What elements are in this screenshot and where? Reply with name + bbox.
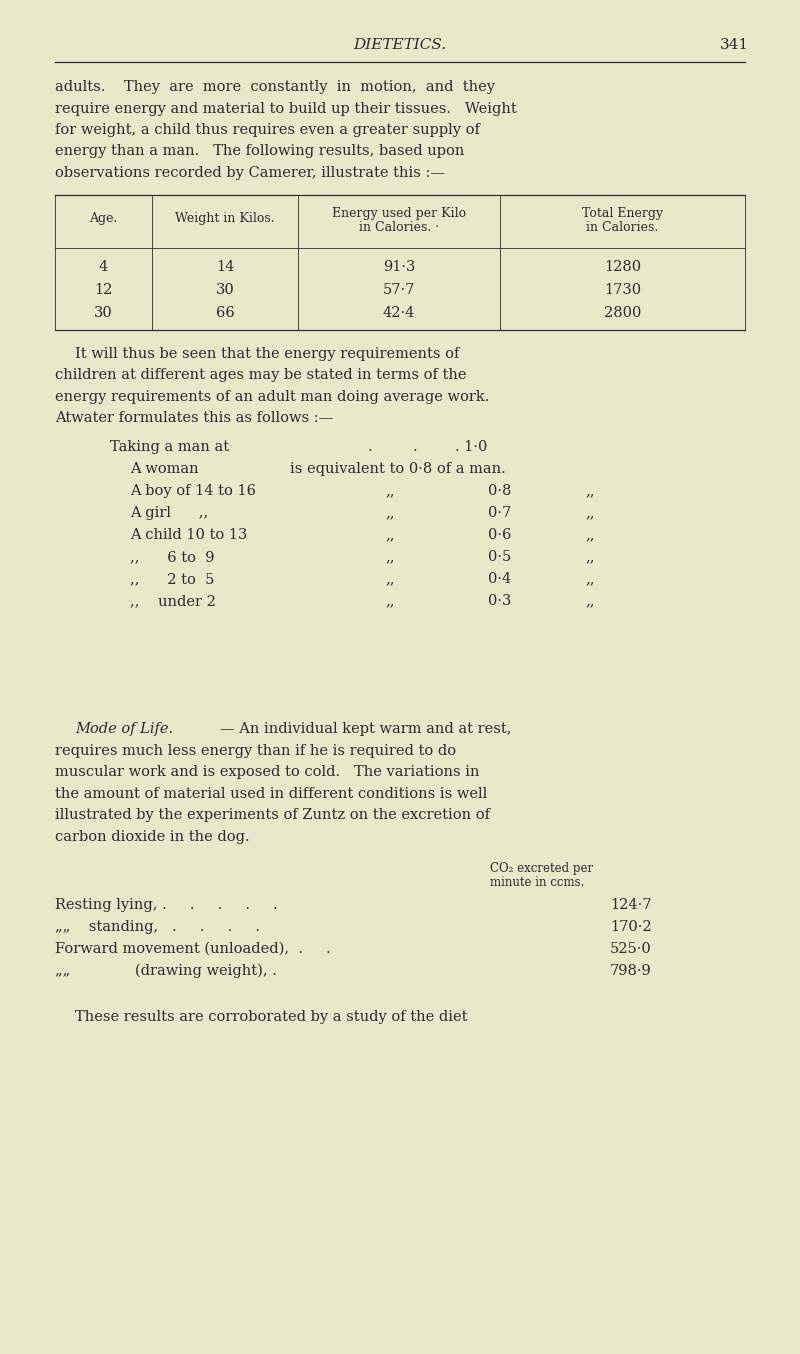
Text: 0·6: 0·6 xyxy=(488,528,512,542)
Text: ,,      6 to  9: ,, 6 to 9 xyxy=(130,550,214,565)
Text: 1280: 1280 xyxy=(604,260,641,274)
Text: 66: 66 xyxy=(216,306,234,320)
Text: 14: 14 xyxy=(216,260,234,274)
Text: 30: 30 xyxy=(94,306,113,320)
Text: Atwater formulates this as follows :—: Atwater formulates this as follows :— xyxy=(55,412,334,425)
Text: Taking a man at: Taking a man at xyxy=(110,440,229,454)
Text: ,,: ,, xyxy=(386,528,394,542)
Text: ,,: ,, xyxy=(386,550,394,565)
Text: „„              (drawing weight), .: „„ (drawing weight), . xyxy=(55,964,277,979)
Text: Weight in Kilos.: Weight in Kilos. xyxy=(175,213,275,225)
Text: .: . xyxy=(368,440,372,454)
Text: ,,: ,, xyxy=(586,571,594,586)
Text: CO₂ excreted per: CO₂ excreted per xyxy=(490,862,593,875)
Text: ,,: ,, xyxy=(586,483,594,498)
Text: 0·4: 0·4 xyxy=(488,571,512,586)
Text: Forward movement (unloaded),  .     .: Forward movement (unloaded), . . xyxy=(55,942,330,956)
Text: children at different ages may be stated in terms of the: children at different ages may be stated… xyxy=(55,368,466,382)
Text: Total Energy: Total Energy xyxy=(582,207,663,219)
Text: Mode of Life.: Mode of Life. xyxy=(75,722,173,737)
Text: for weight, a child thus requires even a greater supply of: for weight, a child thus requires even a… xyxy=(55,123,480,137)
Text: require energy and material to build up their tissues.   Weight: require energy and material to build up … xyxy=(55,102,517,115)
Text: ,,: ,, xyxy=(386,483,394,498)
Text: A child 10 to 13: A child 10 to 13 xyxy=(130,528,247,542)
Text: .: . xyxy=(413,440,418,454)
Text: 0·8: 0·8 xyxy=(488,483,512,498)
Text: observations recorded by Camerer, illustrate this :—: observations recorded by Camerer, illust… xyxy=(55,167,445,180)
Text: requires much less energy than if he is required to do: requires much less energy than if he is … xyxy=(55,743,456,757)
Text: It will thus be seen that the energy requirements of: It will thus be seen that the energy req… xyxy=(75,347,459,362)
Text: ,,: ,, xyxy=(386,506,394,520)
Text: ,,: ,, xyxy=(386,594,394,608)
Text: ,,: ,, xyxy=(386,571,394,586)
Text: Age.: Age. xyxy=(90,213,118,225)
Text: 42·4: 42·4 xyxy=(383,306,415,320)
Text: is equivalent to 0·8 of a man.: is equivalent to 0·8 of a man. xyxy=(290,462,506,477)
Text: Resting lying, .     .     .     .     .: Resting lying, . . . . . xyxy=(55,898,278,913)
Text: A girl      ,,: A girl ,, xyxy=(130,506,208,520)
Text: muscular work and is exposed to cold.   The variations in: muscular work and is exposed to cold. Th… xyxy=(55,765,479,779)
Text: 0·5: 0·5 xyxy=(488,550,512,565)
Text: ,,: ,, xyxy=(586,550,594,565)
Text: 124·7: 124·7 xyxy=(610,898,651,913)
Text: 0·7: 0·7 xyxy=(488,506,512,520)
Text: 2800: 2800 xyxy=(604,306,641,320)
Text: . 1·0: . 1·0 xyxy=(455,440,487,454)
Text: in Calories.: in Calories. xyxy=(586,221,658,234)
Text: ,,: ,, xyxy=(586,528,594,542)
Text: the amount of material used in different conditions is well: the amount of material used in different… xyxy=(55,787,487,800)
Text: ,,: ,, xyxy=(586,594,594,608)
Text: — An individual kept warm and at rest,: — An individual kept warm and at rest, xyxy=(220,722,511,737)
Text: 1730: 1730 xyxy=(604,283,641,297)
Text: DIETETICS.: DIETETICS. xyxy=(354,38,446,51)
Text: ,,      2 to  5: ,, 2 to 5 xyxy=(130,571,214,586)
Text: A boy of 14 to 16: A boy of 14 to 16 xyxy=(130,483,256,498)
Text: adults.    They  are  more  constantly  in  motion,  and  they: adults. They are more constantly in moti… xyxy=(55,80,495,93)
Text: energy requirements of an adult man doing average work.: energy requirements of an adult man doin… xyxy=(55,390,490,403)
Text: 798·9: 798·9 xyxy=(610,964,652,978)
Text: ,,: ,, xyxy=(586,506,594,520)
Text: ,,    under 2: ,, under 2 xyxy=(130,594,216,608)
Text: minute in ccms.: minute in ccms. xyxy=(490,876,584,890)
Text: illustrated by the experiments of Zuntz on the excretion of: illustrated by the experiments of Zuntz … xyxy=(55,808,490,822)
Text: 57·7: 57·7 xyxy=(383,283,415,297)
Text: 525·0: 525·0 xyxy=(610,942,652,956)
Text: 30: 30 xyxy=(216,283,234,297)
Text: carbon dioxide in the dog.: carbon dioxide in the dog. xyxy=(55,830,250,844)
Text: „„    standing,   .     .     .     .: „„ standing, . . . . xyxy=(55,919,260,934)
Text: 170·2: 170·2 xyxy=(610,919,652,934)
Text: 0·3: 0·3 xyxy=(488,594,512,608)
Text: A woman: A woman xyxy=(130,462,198,477)
Text: 12: 12 xyxy=(94,283,113,297)
Text: 91·3: 91·3 xyxy=(383,260,415,274)
Text: 4: 4 xyxy=(99,260,108,274)
Text: Energy used per Kilo: Energy used per Kilo xyxy=(332,207,466,219)
Text: in Calories. ·: in Calories. · xyxy=(359,221,439,234)
Text: energy than a man.   The following results, based upon: energy than a man. The following results… xyxy=(55,145,464,158)
Text: These results are corroborated by a study of the diet: These results are corroborated by a stud… xyxy=(75,1010,467,1024)
Text: 341: 341 xyxy=(720,38,749,51)
